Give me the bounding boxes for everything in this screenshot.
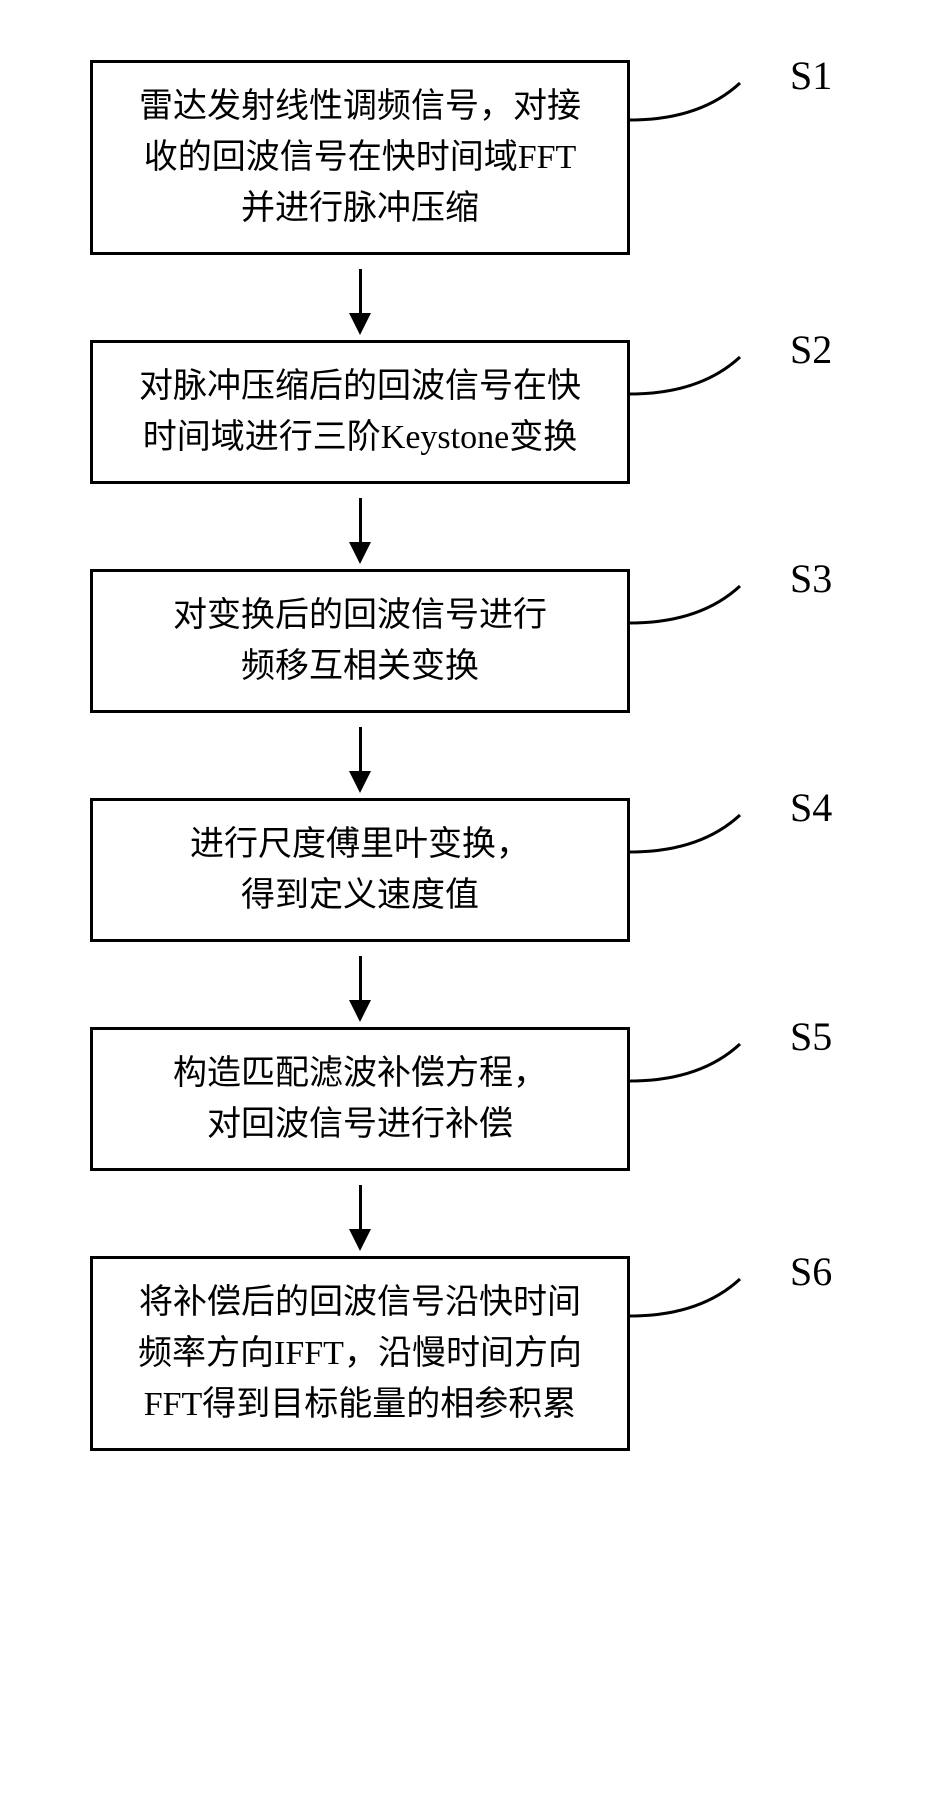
- arrow-s4-s5: [90, 942, 630, 1027]
- flowchart-container: 雷达发射线性调频信号，对接 收的回波信号在快时间域FFT 并进行脉冲压缩 S1 …: [90, 60, 850, 1451]
- connector-curve-s6: [630, 1274, 785, 1339]
- step-row-s4: 进行尺度傅里叶变换， 得到定义速度值 S4: [90, 798, 850, 942]
- arrow-head-icon: [349, 542, 371, 564]
- step-label-s5: S5: [790, 1013, 832, 1060]
- step-box-s3: 对变换后的回波信号进行 频移互相关变换: [90, 569, 630, 713]
- arrow-head-icon: [349, 771, 371, 793]
- step-text-s3: 对变换后的回波信号进行 频移互相关变换: [173, 597, 547, 685]
- arrow-head-icon: [349, 1000, 371, 1022]
- step-label-s6: S6: [790, 1248, 832, 1295]
- arrow-s2-s3: [90, 484, 630, 569]
- step-label-s3: S3: [790, 555, 832, 602]
- step-label-s2: S2: [790, 326, 832, 373]
- step-label-s1: S1: [790, 52, 832, 99]
- step-text-s5: 构造匹配滤波补偿方程， 对回波信号进行补偿: [173, 1055, 547, 1143]
- step-box-s1: 雷达发射线性调频信号，对接 收的回波信号在快时间域FFT 并进行脉冲压缩: [90, 60, 630, 255]
- step-row-s6: 将补偿后的回波信号沿快时间 频率方向IFFT，沿慢时间方向 FFT得到目标能量的…: [90, 1256, 850, 1451]
- connector-curve-s3: [630, 581, 785, 646]
- arrow-head-icon: [349, 1229, 371, 1251]
- step-box-s2: 对脉冲压缩后的回波信号在快 时间域进行三阶Keystone变换: [90, 340, 630, 484]
- step-text-s4: 进行尺度傅里叶变换， 得到定义速度值: [190, 826, 530, 914]
- step-text-s6: 将补偿后的回波信号沿快时间 频率方向IFFT，沿慢时间方向 FFT得到目标能量的…: [138, 1284, 582, 1423]
- step-box-s5: 构造匹配滤波补偿方程， 对回波信号进行补偿: [90, 1027, 630, 1171]
- arrow-s1-s2: [90, 255, 630, 340]
- step-box-s6: 将补偿后的回波信号沿快时间 频率方向IFFT，沿慢时间方向 FFT得到目标能量的…: [90, 1256, 630, 1451]
- connector-curve-s4: [630, 810, 785, 875]
- step-row-s2: 对脉冲压缩后的回波信号在快 时间域进行三阶Keystone变换 S2: [90, 340, 850, 484]
- connector-curve-s1: [630, 78, 785, 143]
- step-row-s5: 构造匹配滤波补偿方程， 对回波信号进行补偿 S5: [90, 1027, 850, 1171]
- arrow-s5-s6: [90, 1171, 630, 1256]
- step-label-s4: S4: [790, 784, 832, 831]
- step-text-s2: 对脉冲压缩后的回波信号在快 时间域进行三阶Keystone变换: [139, 368, 581, 456]
- arrow-head-icon: [349, 313, 371, 335]
- step-text-s1: 雷达发射线性调频信号，对接 收的回波信号在快时间域FFT 并进行脉冲压缩: [139, 88, 581, 227]
- step-box-s4: 进行尺度傅里叶变换， 得到定义速度值: [90, 798, 630, 942]
- connector-curve-s2: [630, 352, 785, 417]
- connector-curve-s5: [630, 1039, 785, 1104]
- arrow-s3-s4: [90, 713, 630, 798]
- step-row-s3: 对变换后的回波信号进行 频移互相关变换 S3: [90, 569, 850, 713]
- step-row-s1: 雷达发射线性调频信号，对接 收的回波信号在快时间域FFT 并进行脉冲压缩 S1: [90, 60, 850, 255]
